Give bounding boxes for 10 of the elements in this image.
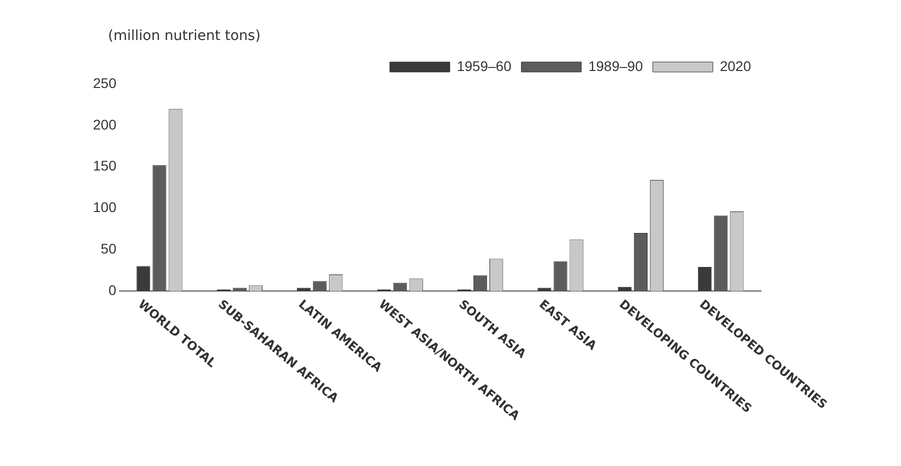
y-tick-label: 150 [93,158,117,174]
y-tick-label: 250 [93,74,117,91]
legend-label: 2020 [720,58,752,74]
y-tick-label: 100 [93,199,117,216]
y-axis-title: (million nutrient tons) [108,28,261,44]
y-tick-label: 50 [100,240,117,256]
legend-label: 1959–60 [456,58,512,74]
y-tick-label: 0 [108,282,117,298]
y-tick-label: 200 [93,116,117,132]
legend-label: 1989–90 [588,58,644,74]
